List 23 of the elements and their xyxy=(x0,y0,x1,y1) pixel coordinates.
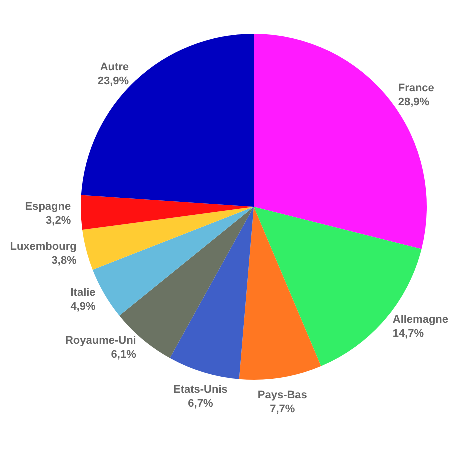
data-label: 7,7% xyxy=(270,404,296,416)
slice-label: France xyxy=(398,82,434,95)
slice-label: Espagne xyxy=(25,201,72,214)
pie-slice xyxy=(81,195,254,230)
data-label: 4,9% xyxy=(70,301,96,313)
slice-label: Pays-Bas xyxy=(258,390,308,402)
data-label: 28,9% xyxy=(398,96,430,109)
slice-label: Autre xyxy=(100,61,130,74)
slice-label: Allemagne xyxy=(392,314,449,326)
slice-label: Luxembourg xyxy=(10,240,77,253)
data-label: 3,8% xyxy=(52,254,78,267)
slice-label: Italie xyxy=(70,287,96,299)
pie-slice xyxy=(170,207,254,380)
data-label: 6,1% xyxy=(111,349,137,362)
slice-label: Etats-Unis xyxy=(173,384,228,396)
data-label: 23,9% xyxy=(98,75,130,88)
data-label: 6,7% xyxy=(188,398,214,410)
pie-slice xyxy=(82,207,254,270)
data-label: 14,7% xyxy=(392,328,424,340)
slice-label: Royaume-Uni xyxy=(65,335,136,348)
data-label: 3,2% xyxy=(46,215,72,228)
pie-slice xyxy=(239,207,322,380)
pie-slice xyxy=(81,34,254,207)
